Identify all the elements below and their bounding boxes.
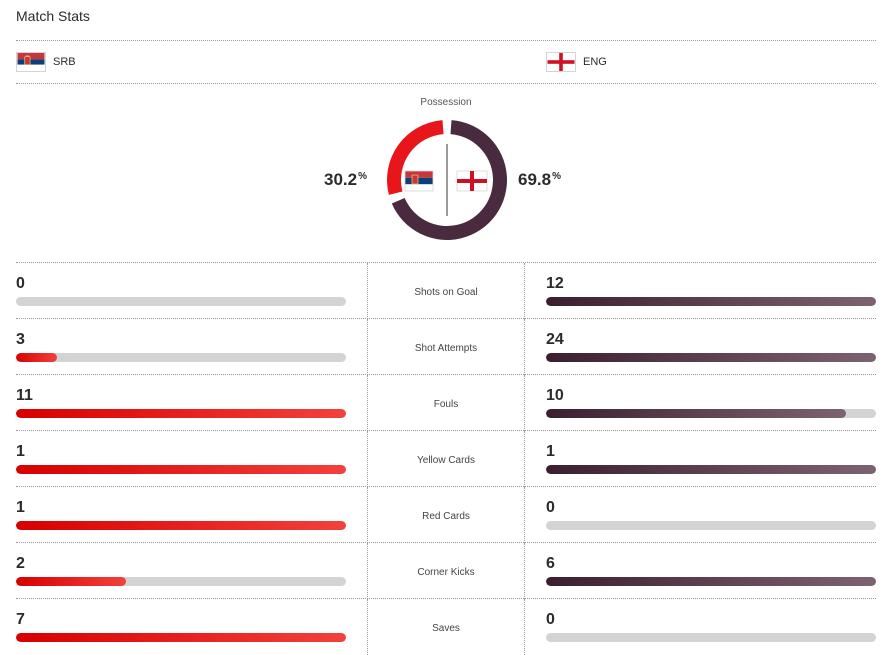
divider [16,318,876,319]
home-stat-value: 2 [16,555,25,572]
stat-label-cell: Saves [367,599,525,655]
away-stat-value: 0 [546,611,555,628]
away-stat: 6 [546,543,876,599]
divider [16,83,876,84]
home-stat: 1 [16,431,346,487]
away-stat-bar-fill [546,297,876,306]
away-stat: 0 [546,599,876,655]
stat-row: 7 Saves 0 [16,599,876,655]
divider [16,598,876,599]
away-stat-bar [546,577,876,586]
stat-label-cell: Shot Attempts [367,319,525,375]
home-stat: 2 [16,543,346,599]
stat-label-cell: Yellow Cards [367,431,525,487]
divider [16,262,876,263]
home-stat: 11 [16,375,346,431]
serbia-flag-icon [16,52,46,72]
stat-row: 2 Corner Kicks 6 [16,543,876,599]
home-stat-value: 11 [16,387,33,404]
divider [16,374,876,375]
away-stat-value: 1 [546,443,555,460]
away-stat-value: 24 [546,331,564,348]
away-stat-value: 12 [546,275,564,292]
home-stat-value: 7 [16,611,25,628]
home-stat-value: 1 [16,499,25,516]
home-stat-bar [16,465,346,474]
away-stat: 1 [546,431,876,487]
divider [16,40,876,41]
home-stat-bar-fill [16,577,126,586]
home-stat-bar [16,409,346,418]
stat-row: 3 Shot Attempts 24 [16,319,876,375]
home-stat-value: 3 [16,331,25,348]
england-flag-icon [456,170,488,192]
home-stat-bar [16,521,346,530]
england-flag-icon [546,52,576,72]
away-stat-bar [546,409,876,418]
stat-label: Red Cards [422,511,470,522]
home-stat: 3 [16,319,346,375]
away-stat-value: 0 [546,499,555,516]
possession-donut-chart [387,120,507,240]
home-possession-arc [387,120,444,195]
home-stat-bar-fill [16,409,346,418]
away-stat: 10 [546,375,876,431]
away-stat-bar [546,465,876,474]
away-stat-bar [546,633,876,642]
stat-row: 11 Fouls 10 [16,375,876,431]
stat-row: 1 Red Cards 0 [16,487,876,543]
away-stat-bar-fill [546,353,876,362]
home-stat-bar-fill [16,465,346,474]
away-possession: 69.8% [518,170,561,189]
possession-label: Possession [420,97,472,108]
serbia-flag-icon [404,170,434,192]
away-stat: 24 [546,319,876,375]
home-stat-bar-fill [16,353,58,362]
stat-label-cell: Fouls [367,375,525,431]
stat-label-cell: Red Cards [367,487,525,543]
home-stat-value: 0 [16,275,25,292]
away-stat-bar-fill [546,465,876,474]
home-stat-bar [16,353,346,362]
home-stat-bar-fill [16,521,346,530]
stat-label-cell: Shots on Goal [367,263,525,319]
away-stat-bar-fill [546,409,846,418]
away-team-abbr: ENG [583,56,607,68]
home-stat-bar [16,633,346,642]
home-stat-bar [16,297,346,306]
away-stat-bar-fill [546,577,876,586]
page-title: Match Stats [16,8,90,24]
stat-label: Saves [432,623,460,634]
stat-label: Shots on Goal [414,287,478,298]
away-stat-bar [546,521,876,530]
away-team: ENG [546,52,607,72]
home-stat-bar-fill [16,633,346,642]
away-stat-bar [546,297,876,306]
divider [16,486,876,487]
home-stat-bar [16,577,346,586]
home-stat: 7 [16,599,346,655]
stat-label: Yellow Cards [417,455,475,466]
stat-row: 0 Shots on Goal 12 [16,263,876,319]
stat-row: 1 Yellow Cards 1 [16,431,876,487]
away-stat: 0 [546,487,876,543]
home-stat: 0 [16,263,346,319]
home-team-abbr: SRB [53,56,76,68]
stat-label: Corner Kicks [417,567,475,578]
away-stat-value: 10 [546,387,564,404]
away-stat-bar [546,353,876,362]
home-possession: 30.2% [324,170,367,189]
stat-label: Fouls [433,399,459,410]
divider [16,542,876,543]
home-stat: 1 [16,487,346,543]
home-team: SRB [16,52,76,72]
away-stat-value: 6 [546,555,555,572]
home-stat-value: 1 [16,443,25,460]
stat-label: Shot Attempts [414,343,478,354]
divider [16,430,876,431]
away-stat: 12 [546,263,876,319]
stat-label-cell: Corner Kicks [367,543,525,599]
